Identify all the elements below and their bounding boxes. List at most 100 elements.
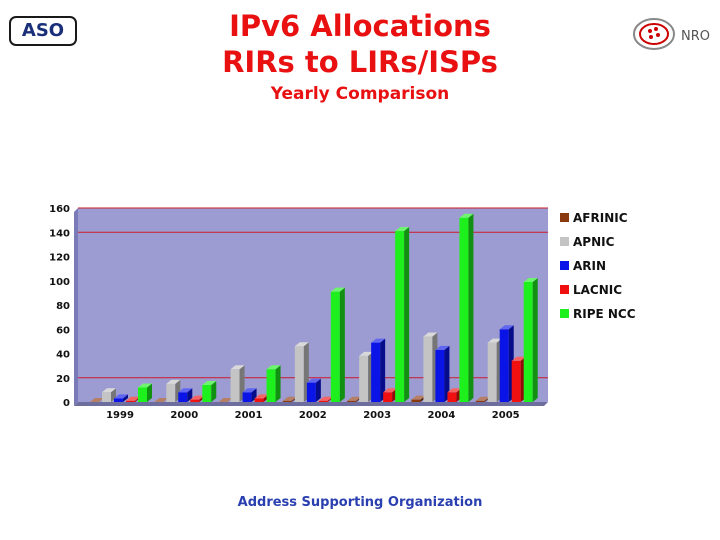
y-tick-label: 0 — [63, 398, 70, 409]
bar-side — [468, 213, 474, 402]
x-tick-label: 2003 — [363, 410, 391, 421]
bar — [523, 281, 533, 402]
bar-top — [114, 394, 128, 399]
nro-logo-text: NRO — [681, 29, 710, 44]
legend-swatch — [560, 309, 569, 318]
bar-side — [532, 277, 538, 402]
legend-label: ARIN — [573, 259, 606, 273]
bar-top — [178, 388, 193, 393]
bar — [395, 231, 405, 402]
bar-side — [211, 381, 217, 402]
bar — [459, 217, 469, 402]
bar-side — [275, 365, 281, 402]
bar — [383, 392, 393, 402]
bar-top — [230, 365, 245, 370]
bar-top — [411, 395, 426, 400]
bar-top — [371, 338, 386, 343]
bar — [254, 398, 264, 402]
legend-label: LACNIC — [573, 283, 622, 297]
plot-background — [78, 208, 548, 402]
bar-top — [347, 396, 362, 401]
bar-top — [294, 342, 309, 347]
bar-side — [380, 338, 386, 402]
bar — [282, 400, 292, 402]
y-tick-label: 100 — [49, 277, 70, 288]
bar-top — [523, 277, 538, 282]
legend-swatch — [560, 261, 569, 270]
bar-top — [282, 396, 297, 401]
bar-side — [123, 394, 128, 402]
nro-logo: NRO — [633, 18, 710, 50]
bar — [487, 342, 497, 402]
legend-swatch — [560, 285, 569, 294]
y-tick-label: 160 — [49, 204, 70, 215]
bar-top — [318, 396, 333, 401]
bar-top — [90, 398, 104, 402]
x-tick-label: 2005 — [492, 410, 520, 421]
bar — [178, 392, 188, 402]
bar-top — [383, 388, 398, 393]
bar-top — [459, 213, 474, 218]
x-tick-label: 2002 — [299, 410, 327, 421]
bar-top — [499, 325, 514, 330]
bar-side — [315, 378, 321, 402]
bar-top — [395, 227, 410, 232]
bar — [330, 291, 340, 402]
page-subtitle: Yearly Comparison — [270, 84, 450, 104]
legend-swatch — [560, 237, 569, 246]
bar-top — [423, 332, 438, 337]
x-tick-label: 2001 — [235, 410, 263, 421]
bar-top — [266, 365, 281, 370]
page-title-line2: RIRs to LIRs/ISPs — [222, 45, 498, 79]
bar-side — [444, 345, 450, 402]
page-title: IPv6 Allocations — [229, 9, 491, 43]
y-tick-label: 40 — [56, 350, 70, 361]
x-tick-label: 2004 — [428, 410, 456, 421]
legend-label: RIPE NCC — [573, 307, 636, 321]
legend-label: APNIC — [573, 235, 615, 249]
bar-top — [306, 378, 321, 383]
bar-top — [511, 356, 526, 361]
y-tick-label: 120 — [49, 253, 70, 264]
footer-text: Address Supporting Organization — [237, 495, 483, 510]
bar-side — [404, 227, 410, 402]
bar — [475, 400, 485, 402]
plot-left-wall — [74, 208, 78, 406]
bar-top — [487, 338, 502, 343]
legend-label: AFRINIC — [573, 211, 628, 225]
bar — [202, 385, 212, 402]
bar-top — [330, 287, 345, 292]
y-tick-label: 140 — [49, 228, 70, 239]
bar-top — [190, 395, 205, 400]
bar — [511, 360, 521, 402]
y-tick-label: 60 — [56, 325, 70, 336]
bar-top — [242, 388, 257, 393]
bar — [306, 382, 316, 402]
bar — [102, 392, 111, 402]
legend-swatch — [560, 213, 569, 222]
bar — [359, 355, 369, 402]
bar — [114, 398, 123, 402]
bar-top — [202, 381, 217, 386]
bar-top — [447, 388, 462, 393]
bar-top — [359, 351, 374, 356]
bar — [230, 369, 240, 402]
bar-top — [138, 383, 152, 388]
y-tick-label: 80 — [56, 301, 70, 312]
bar-top — [154, 398, 169, 402]
bar — [435, 349, 445, 402]
bar-side — [339, 287, 345, 402]
bar — [266, 369, 276, 402]
bar-top — [254, 394, 269, 399]
bar-top — [435, 345, 450, 350]
bar — [347, 400, 357, 402]
aso-logo: ASO — [9, 16, 77, 46]
bar — [166, 383, 176, 402]
bar-top — [102, 388, 116, 393]
title-block: IPv6 Allocations RIRs to LIRs/ISPs Yearl… — [160, 8, 560, 106]
bar-top — [475, 396, 490, 401]
bar-top — [218, 398, 233, 402]
bar — [126, 400, 135, 402]
bar — [190, 399, 200, 402]
